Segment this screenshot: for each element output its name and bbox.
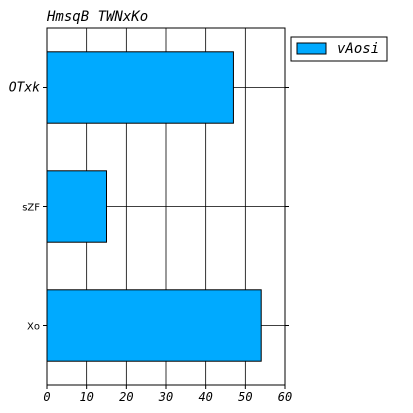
bars [46,51,262,362]
x-tick-label: 50 [238,390,252,404]
legend-swatch [296,42,327,55]
legend: vAosi [290,36,388,62]
legend-label: vAosi [337,41,379,57]
bar-Xo [46,289,262,362]
x-axis-ticks: 0 10 20 30 40 50 60 [43,385,292,404]
y-tick-label: OTxk [9,81,40,96]
x-tick-label: 20 [119,390,133,404]
y-axis-ticks: OTxk sZF Xo [9,81,289,333]
bar-sZF [46,170,107,243]
y-tick-label: sZF [22,203,40,214]
y-tick-label: Xo [27,322,40,333]
x-tick-label: 40 [198,390,212,404]
x-tick-label: 0 [43,390,50,404]
x-tick-label: 60 [278,390,292,404]
bar-OTxk [46,51,234,124]
x-tick-label: 10 [79,390,93,404]
x-tick-label: 30 [158,390,173,404]
chart-title: HmsqB TWNxKo [46,9,148,25]
